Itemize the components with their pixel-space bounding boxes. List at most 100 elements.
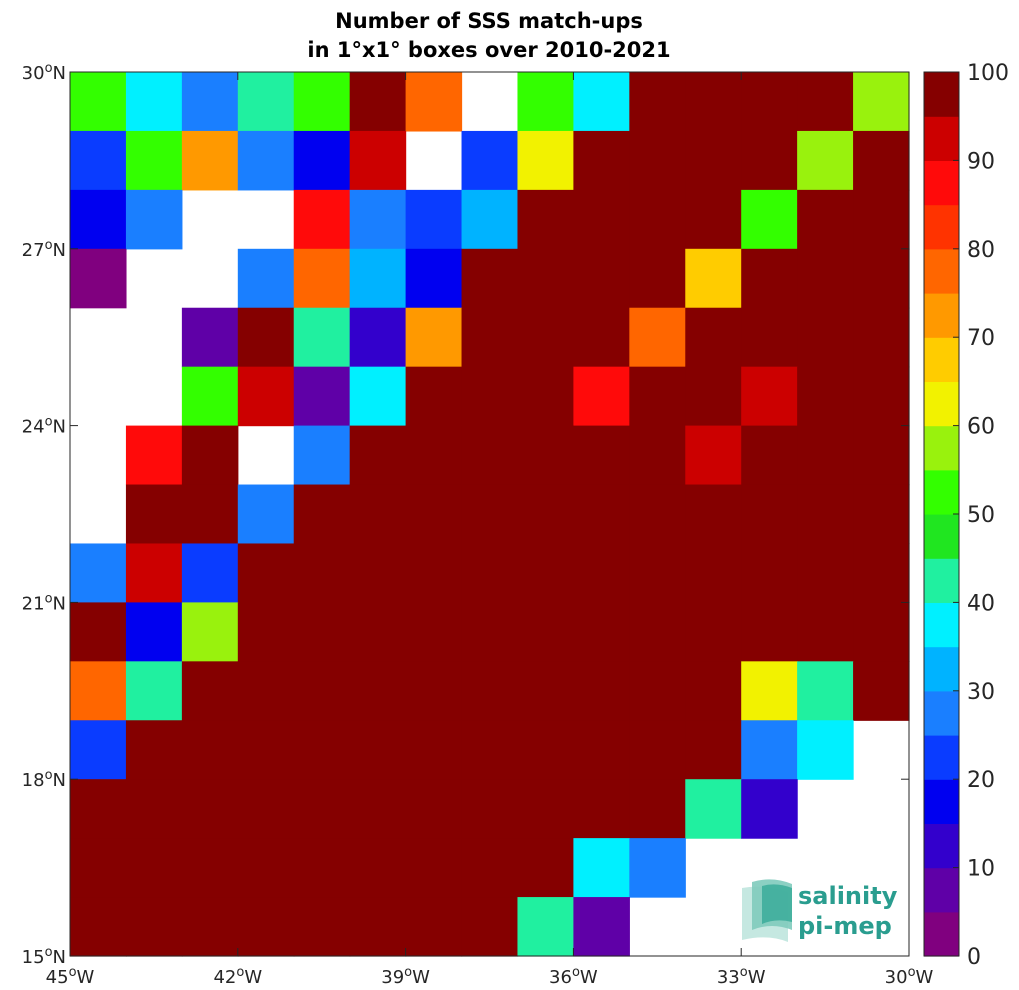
- heatmap-cell: [349, 720, 407, 780]
- chart-title-line-2: in 1°x1° boxes over 2010-2021: [307, 38, 670, 62]
- x-axis: 45oW 42oW 39oW 36oW 33oW 30oW: [46, 72, 934, 988]
- wave-logo-icon: [742, 879, 792, 942]
- heatmap-cell: [349, 661, 407, 721]
- heatmap-cell: [797, 366, 854, 427]
- colorbar-swatch: [924, 469, 959, 515]
- heatmap-cell: [181, 366, 239, 427]
- heatmap-cell: [461, 130, 519, 191]
- heatmap-cell: [853, 366, 910, 427]
- heatmap-cell: [349, 543, 407, 603]
- heatmap-cell: [70, 543, 127, 603]
- heatmap-cell: [797, 661, 854, 721]
- heatmap-cell: [293, 661, 351, 721]
- heatmap-cell: [70, 248, 127, 309]
- heatmap-cell: [125, 484, 183, 545]
- heatmap-cell: [405, 897, 463, 957]
- heatmap-cell: [181, 425, 239, 486]
- heatmap-cell: [741, 661, 798, 721]
- heatmap-cell: [685, 602, 742, 662]
- heatmap-cell: [181, 484, 239, 545]
- heatmap-cell: [797, 248, 854, 309]
- heatmap-cell: [573, 661, 630, 721]
- heatmap-cell: [405, 189, 463, 250]
- heatmap-cell: [517, 189, 574, 250]
- heatmap-cell: [70, 661, 127, 721]
- heatmap-cell: [853, 248, 910, 309]
- colorbar: 0 10 20 30 40 50 60 70 80 90 100: [923, 61, 1009, 970]
- heatmap-cell: [517, 366, 574, 427]
- heatmap-cell: [461, 248, 519, 309]
- heatmap-cell: [405, 543, 463, 603]
- heatmap-cell: [405, 720, 463, 780]
- heatmap-cell: [405, 425, 463, 486]
- heatmap-cell: [293, 130, 351, 191]
- heatmap-cell: [405, 484, 463, 545]
- colorbar-swatch: [924, 646, 959, 692]
- heatmap-cell: [293, 72, 351, 132]
- colorbar-swatch: [924, 911, 959, 957]
- heatmap-cell: [70, 130, 127, 191]
- heatmap-cell: [237, 897, 295, 957]
- heatmap-cell: [853, 130, 910, 191]
- heatmap-cell: [797, 484, 854, 545]
- heatmap-cell: [517, 897, 574, 957]
- heatmap-cell: [181, 779, 239, 839]
- heatmap-cell: [797, 307, 854, 368]
- heatmap-cell: [405, 366, 463, 427]
- heatmap-cell: [629, 543, 686, 603]
- heatmap-cell: [629, 838, 686, 898]
- heatmap-cell: [461, 602, 519, 662]
- heatmap-cell: [685, 661, 742, 721]
- heatmap-cell: [237, 779, 295, 839]
- heatmap-cell: [349, 838, 407, 898]
- heatmap-cell: [70, 779, 127, 839]
- heatmap-cell: [629, 602, 686, 662]
- heatmap-cell: [853, 661, 910, 721]
- heatmap-cell: [573, 779, 630, 839]
- heatmap-cell: [349, 366, 407, 427]
- heatmap-cell: [293, 248, 351, 309]
- salinity-pi-mep-logo: salinity pi-mep: [742, 879, 898, 942]
- heatmap-cell: [517, 720, 574, 780]
- heatmap-cell: [629, 307, 686, 368]
- x-tick-label: 42oW: [213, 965, 262, 988]
- heatmap-cell: [629, 189, 686, 250]
- heatmap-cell: [685, 307, 742, 368]
- heatmap-cell: [125, 661, 183, 721]
- colorbar-swatch: [924, 690, 959, 736]
- heatmap-cell: [181, 130, 239, 191]
- heatmap-cell: [685, 484, 742, 545]
- colorbar-swatch: [924, 823, 959, 869]
- heatmap-cell: [293, 425, 351, 486]
- heatmap-cell: [349, 307, 407, 368]
- heatmap-cell: [853, 189, 910, 250]
- heatmap-cell: [573, 838, 630, 898]
- heatmap-cell: [349, 897, 407, 957]
- heatmap-cell: [70, 189, 127, 250]
- heatmap-cell: [405, 779, 463, 839]
- heatmap-cell: [461, 425, 519, 486]
- heatmap-cell: [517, 425, 574, 486]
- heatmap-cell: [237, 307, 295, 368]
- x-tick-label: 36oW: [549, 965, 598, 988]
- chart-title-line-1: Number of SSS match-ups: [335, 9, 643, 33]
- heatmap-cell: [741, 72, 798, 132]
- heatmap-cell: [797, 72, 854, 132]
- colorbar-tick-label: 0: [967, 945, 981, 970]
- heatmap-cell: [741, 779, 798, 839]
- heatmap-cell: [573, 897, 630, 957]
- colorbar-tick-label: 70: [967, 326, 995, 351]
- heatmap-cell: [741, 602, 798, 662]
- colorbar-swatch: [924, 514, 959, 559]
- heatmap-cell: [461, 720, 519, 780]
- heatmap-cell: [293, 189, 351, 250]
- colorbar-swatch: [924, 735, 959, 780]
- plot-frame: [69, 71, 910, 957]
- heatmap-cell: [125, 543, 183, 603]
- colorbar-swatch: [924, 602, 959, 648]
- colorbar-swatch: [924, 381, 959, 427]
- heatmap-cell: [461, 307, 519, 368]
- heatmap-cell: [181, 838, 239, 898]
- heatmap-cell: [349, 425, 407, 486]
- heatmap-cell: [517, 130, 574, 191]
